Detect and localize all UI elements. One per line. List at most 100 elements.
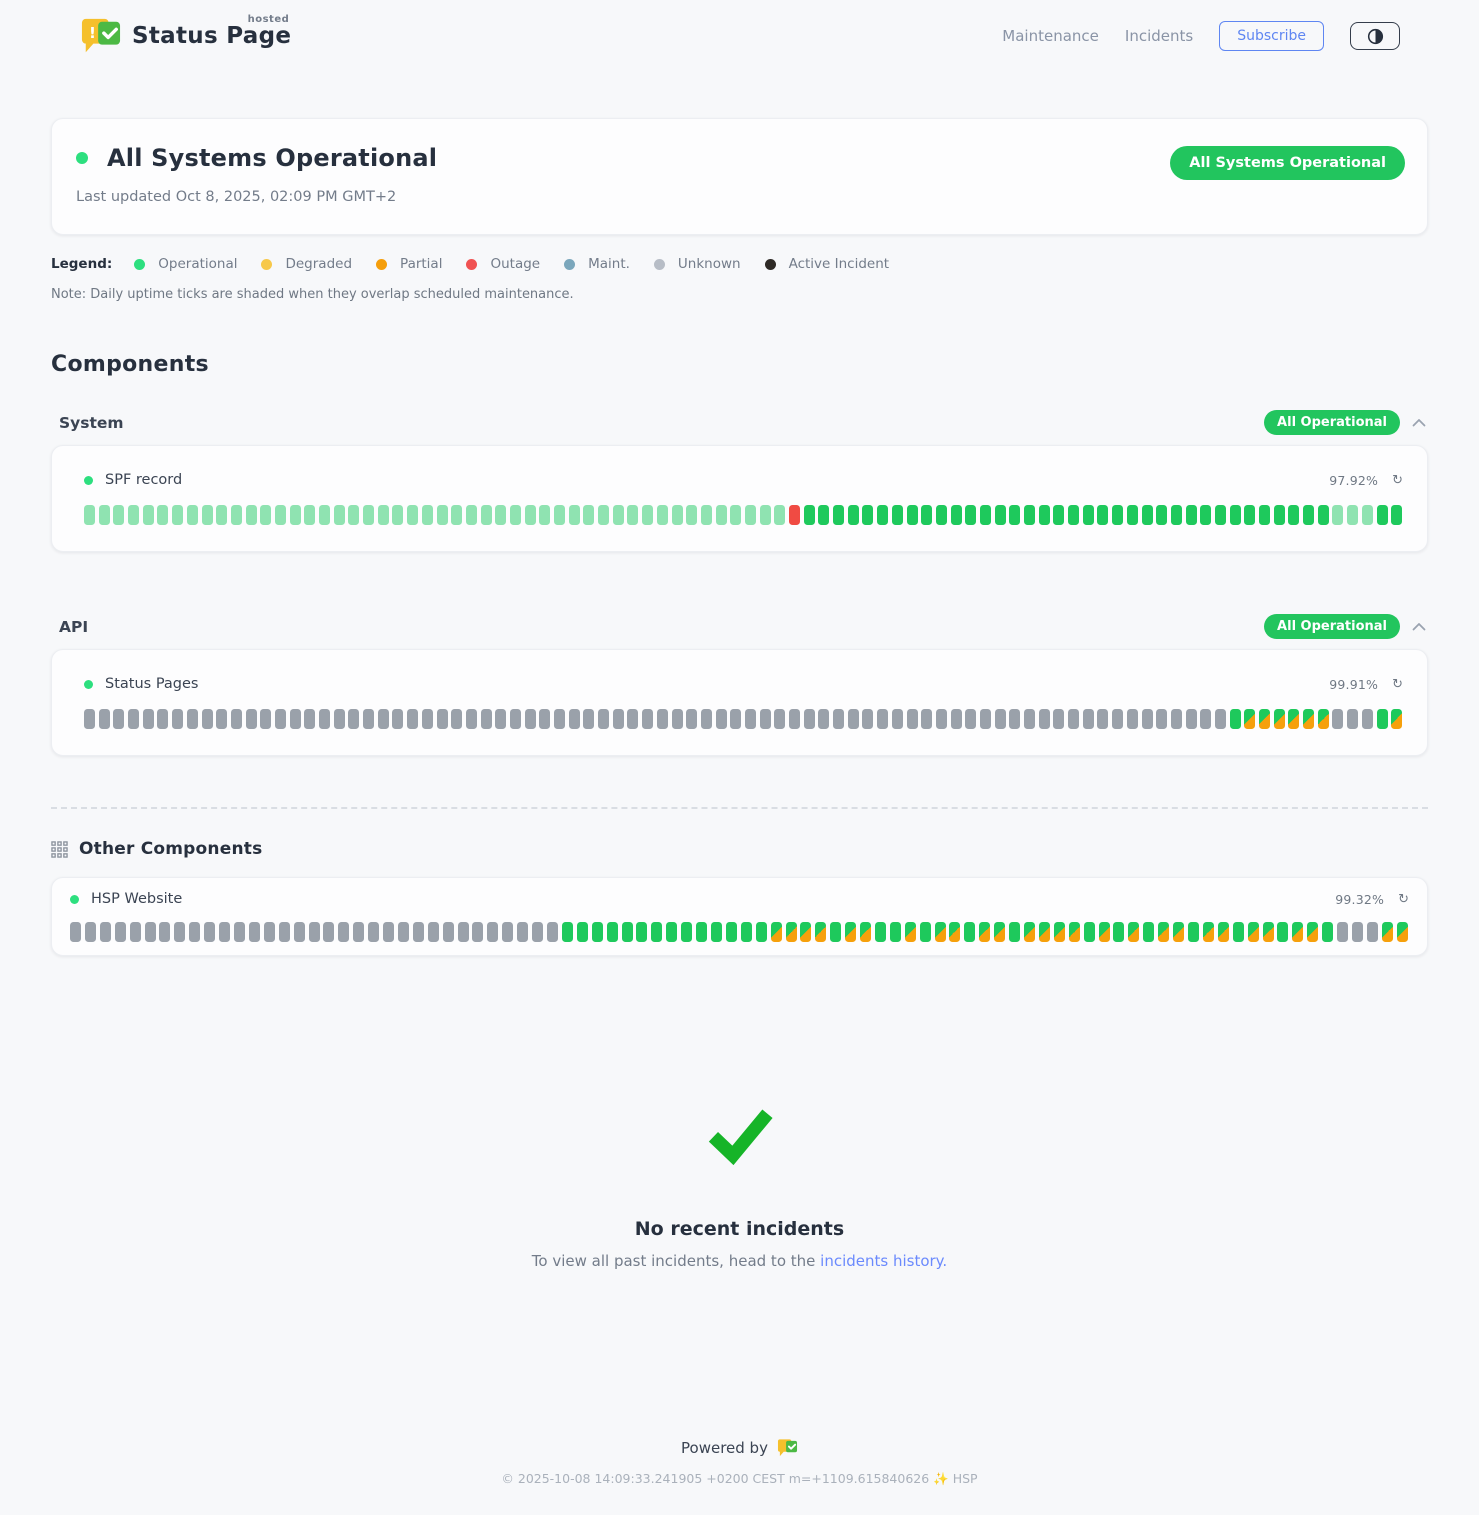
- uptime-tick[interactable]: [1082, 505, 1094, 525]
- uptime-tick[interactable]: [845, 922, 857, 942]
- uptime-tick[interactable]: [891, 505, 903, 525]
- uptime-tick[interactable]: [98, 709, 110, 729]
- uptime-tick[interactable]: [935, 505, 947, 525]
- uptime-tick[interactable]: [383, 922, 395, 942]
- uptime-tick[interactable]: [1273, 709, 1285, 729]
- uptime-tick[interactable]: [293, 922, 305, 942]
- uptime-tick[interactable]: [363, 709, 375, 729]
- uptime-tick[interactable]: [363, 505, 375, 525]
- subscribe-button[interactable]: Subscribe: [1219, 21, 1324, 51]
- uptime-tick[interactable]: [1158, 922, 1170, 942]
- uptime-tick[interactable]: [84, 922, 96, 942]
- uptime-tick[interactable]: [1307, 922, 1319, 942]
- uptime-tick[interactable]: [862, 505, 874, 525]
- uptime-tick[interactable]: [174, 922, 186, 942]
- uptime-tick[interactable]: [612, 709, 624, 729]
- uptime-tick[interactable]: [233, 922, 245, 942]
- uptime-tick[interactable]: [348, 505, 360, 525]
- uptime-tick[interactable]: [524, 505, 536, 525]
- uptime-tick[interactable]: [421, 709, 433, 729]
- uptime-tick[interactable]: [1292, 922, 1304, 942]
- uptime-tick[interactable]: [1347, 505, 1359, 525]
- uptime-tick[interactable]: [1112, 505, 1124, 525]
- uptime-tick[interactable]: [1259, 709, 1270, 729]
- uptime-tick[interactable]: [1376, 505, 1388, 525]
- uptime-tick[interactable]: [730, 505, 742, 525]
- uptime-tick[interactable]: [1185, 709, 1197, 729]
- uptime-tick[interactable]: [994, 505, 1006, 525]
- uptime-tick[interactable]: [98, 505, 110, 525]
- uptime-tick[interactable]: [451, 709, 463, 729]
- uptime-tick[interactable]: [338, 922, 350, 942]
- uptime-tick[interactable]: [1170, 709, 1182, 729]
- uptime-tick[interactable]: [392, 505, 404, 525]
- uptime-tick[interactable]: [700, 505, 712, 525]
- uptime-tick[interactable]: [1217, 922, 1229, 942]
- uptime-tick[interactable]: [263, 922, 275, 942]
- uptime-tick[interactable]: [323, 922, 335, 942]
- uptime-tick[interactable]: [1273, 505, 1285, 525]
- uptime-tick[interactable]: [800, 922, 812, 942]
- uptime-tick[interactable]: [576, 922, 588, 942]
- uptime-tick[interactable]: [1232, 922, 1244, 942]
- uptime-tick[interactable]: [407, 505, 419, 525]
- uptime-tick[interactable]: [568, 709, 580, 729]
- uptime-tick[interactable]: [921, 709, 933, 729]
- uptime-tick[interactable]: [1156, 709, 1168, 729]
- uptime-tick[interactable]: [1202, 922, 1214, 942]
- uptime-tick[interactable]: [904, 922, 916, 942]
- uptime-tick[interactable]: [598, 505, 610, 525]
- uptime-tick[interactable]: [1317, 505, 1329, 525]
- uptime-tick[interactable]: [877, 709, 889, 729]
- refresh-icon[interactable]: ↻: [1392, 472, 1403, 488]
- uptime-tick[interactable]: [84, 709, 95, 729]
- uptime-tick[interactable]: [803, 505, 815, 525]
- uptime-tick[interactable]: [627, 505, 639, 525]
- uptime-tick[interactable]: [260, 709, 272, 729]
- uptime-tick[interactable]: [1277, 922, 1289, 942]
- uptime-tick[interactable]: [621, 922, 633, 942]
- uptime-tick[interactable]: [860, 922, 872, 942]
- uptime-tick[interactable]: [427, 922, 439, 942]
- uptime-tick[interactable]: [128, 505, 140, 525]
- uptime-tick[interactable]: [1229, 505, 1241, 525]
- uptime-tick[interactable]: [377, 505, 389, 525]
- uptime-tick[interactable]: [142, 709, 154, 729]
- uptime-tick[interactable]: [1024, 505, 1035, 525]
- uptime-tick[interactable]: [950, 505, 962, 525]
- uptime-tick[interactable]: [230, 709, 242, 729]
- uptime-tick[interactable]: [204, 922, 216, 942]
- uptime-tick[interactable]: [818, 505, 830, 525]
- uptime-tick[interactable]: [1009, 709, 1021, 729]
- uptime-tick[interactable]: [715, 709, 727, 729]
- refresh-icon[interactable]: ↻: [1392, 676, 1403, 692]
- uptime-tick[interactable]: [172, 709, 184, 729]
- uptime-tick[interactable]: [877, 505, 889, 525]
- uptime-tick[interactable]: [128, 709, 140, 729]
- uptime-tick[interactable]: [785, 922, 797, 942]
- uptime-tick[interactable]: [1038, 709, 1050, 729]
- uptime-tick[interactable]: [1053, 505, 1065, 525]
- uptime-tick[interactable]: [1112, 709, 1124, 729]
- uptime-tick[interactable]: [1361, 505, 1373, 525]
- uptime-tick[interactable]: [216, 505, 228, 525]
- uptime-tick[interactable]: [70, 922, 81, 942]
- uptime-tick[interactable]: [113, 709, 125, 729]
- uptime-tick[interactable]: [833, 505, 845, 525]
- uptime-tick[interactable]: [201, 505, 213, 525]
- uptime-tick[interactable]: [1009, 505, 1021, 525]
- uptime-tick[interactable]: [949, 922, 961, 942]
- uptime-tick[interactable]: [113, 505, 125, 525]
- uptime-tick[interactable]: [774, 709, 786, 729]
- uptime-tick[interactable]: [1332, 505, 1344, 525]
- uptime-tick[interactable]: [304, 505, 316, 525]
- uptime-tick[interactable]: [1024, 922, 1035, 942]
- uptime-tick[interactable]: [774, 505, 786, 525]
- uptime-tick[interactable]: [495, 709, 507, 729]
- uptime-tick[interactable]: [740, 922, 752, 942]
- uptime-tick[interactable]: [651, 922, 663, 942]
- uptime-tick[interactable]: [789, 505, 800, 525]
- uptime-tick[interactable]: [532, 922, 544, 942]
- uptime-tick[interactable]: [862, 709, 874, 729]
- uptime-tick[interactable]: [1347, 709, 1359, 729]
